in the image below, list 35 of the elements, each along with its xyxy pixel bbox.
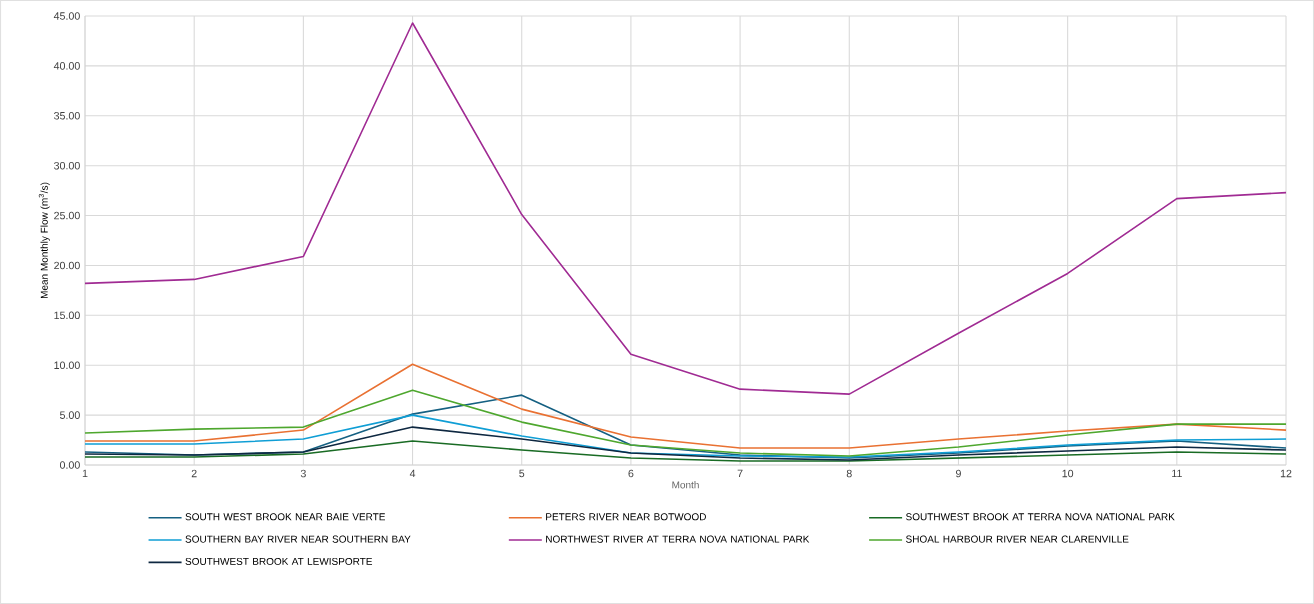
- legend-label: NORTHWEST RIVER AT TERRA NOVA NATIONAL PARK: [546, 535, 810, 543]
- x-tick-label: 9: [956, 469, 961, 478]
- y-axis-title: Mean Monthly Flow (m$^{3}$/s): [38, 182, 50, 299]
- line-series: [85, 426, 1287, 461]
- x-tick-label: 2: [191, 469, 197, 478]
- legend-label: SOUTHWEST BROOK AT TERRA NOVA NATIONAL PARK: [906, 513, 1175, 521]
- x-tick-label: 4: [409, 469, 416, 478]
- y-tick-label: 40.00: [53, 62, 80, 70]
- y-tick-label: 5.00: [59, 411, 80, 419]
- y-tick-label: 0.00: [59, 461, 80, 469]
- legend-label: SOUTHWEST BROOK AT LEWISPORTE: [185, 557, 373, 565]
- x-tick-label: 11: [1172, 469, 1182, 478]
- x-tick-label: 6: [628, 469, 634, 478]
- legend-label: SHOAL HARBOUR RIVER NEAR CLARENVILLE: [906, 535, 1129, 543]
- x-tick-label: 7: [737, 469, 743, 478]
- line-series: [85, 363, 1287, 449]
- x-tick-label: 10: [1062, 469, 1074, 478]
- x-axis-title: Month: [672, 481, 699, 489]
- x-tick-label: 3: [300, 469, 306, 478]
- y-tick-label: 20.00: [54, 261, 80, 270]
- y-tick-label: 10.00: [54, 361, 80, 369]
- legend-label: SOUTH WEST BROOK NEAR BAIE VERTE: [185, 513, 386, 521]
- y-tick-label: 45.00: [53, 12, 80, 20]
- x-tick-label: 1: [82, 469, 88, 478]
- x-tick-label: 12: [1280, 469, 1292, 478]
- x-tick-label: 8: [846, 469, 852, 478]
- line-series: [85, 414, 1287, 458]
- y-tick-label: 30.00: [54, 161, 80, 170]
- y-tick-label: 15.00: [54, 311, 80, 320]
- legend-label: PETERS RIVER NEAR BOTWOOD: [546, 513, 706, 521]
- line-series: [85, 22, 1287, 395]
- y-tick-label: 25.00: [54, 211, 80, 220]
- y-tick-label: 35.00: [54, 112, 80, 120]
- x-tick-label: 5: [519, 469, 525, 478]
- legend-label: SOUTHERN BAY RIVER NEAR SOUTHERN BAY: [185, 535, 411, 543]
